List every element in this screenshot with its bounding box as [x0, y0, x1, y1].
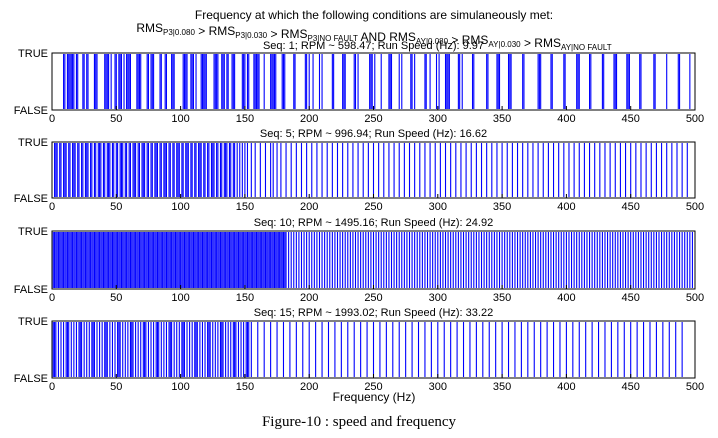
x-tick-label: 0 [49, 201, 55, 213]
x-tick-label: 300 [429, 201, 447, 213]
x-tick-label: 200 [300, 292, 318, 304]
x-tick-label: 200 [300, 113, 318, 125]
title-term-3: AND RMS [358, 30, 416, 44]
subplot-1: Seq: 1; RPM ~ 598.47; Run Speed (Hz): 9.… [14, 40, 704, 125]
x-tick-label: 0 [49, 113, 55, 125]
title-term-0: RMS [136, 21, 163, 35]
title-term-2: > RMS [267, 27, 307, 41]
y-tick-false: FALSE [14, 373, 48, 385]
x-tick-label: 350 [493, 113, 511, 125]
x-tick-label: 450 [622, 113, 640, 125]
x-tick-label: 250 [364, 113, 382, 125]
x-tick-label: 250 [364, 201, 382, 213]
y-tick-false: FALSE [14, 284, 48, 296]
subplot-4: Seq: 15; RPM ~ 1993.02; Run Speed (Hz): … [14, 307, 704, 393]
title-subscript-3: AY|0.080 [416, 37, 449, 46]
x-tick-label: 450 [622, 201, 640, 213]
x-tick-label: 200 [300, 201, 318, 213]
subplot-stack: Seq: 1; RPM ~ 598.47; Run Speed (Hz): 9.… [14, 40, 704, 393]
x-tick-label: 100 [171, 381, 189, 393]
subplot-title: Seq: 1; RPM ~ 598.47; Run Speed (Hz): 9.… [263, 40, 484, 52]
title-subscript-5: AY|NO FAULT [561, 43, 612, 52]
x-tick-label: 500 [686, 201, 704, 213]
x-tick-label: 450 [622, 381, 640, 393]
title-term-5: > RMS [521, 36, 561, 50]
x-tick-label: 500 [686, 113, 704, 125]
x-tick-label: 250 [364, 292, 382, 304]
x-tick-label: 500 [686, 381, 704, 393]
x-tick-label: 50 [110, 292, 122, 304]
x-tick-label: 0 [49, 381, 55, 393]
subplot-2: Seq: 5; RPM ~ 996.94; Run Speed (Hz): 16… [14, 128, 704, 213]
title-subscript-4: AY|0.030 [488, 40, 521, 49]
x-tick-label: 150 [236, 381, 254, 393]
subplot-title: Seq: 5; RPM ~ 996.94; Run Speed (Hz): 16… [260, 128, 487, 140]
y-tick-true: TRUE [18, 226, 48, 238]
subplot-title: Seq: 10; RPM ~ 1495.16; Run Speed (Hz): … [254, 217, 493, 229]
x-tick-label: 50 [110, 113, 122, 125]
x-tick-label: 400 [557, 381, 575, 393]
x-tick-label: 350 [493, 381, 511, 393]
x-tick-label: 150 [236, 201, 254, 213]
x-tick-label: 100 [171, 113, 189, 125]
x-tick-label: 450 [622, 292, 640, 304]
y-tick-false: FALSE [14, 105, 48, 117]
x-tick-label: 500 [686, 292, 704, 304]
x-tick-label: 300 [429, 292, 447, 304]
x-tick-label: 150 [236, 113, 254, 125]
x-tick-label: 100 [171, 201, 189, 213]
y-tick-false: FALSE [14, 193, 48, 205]
title-subscript-0: P3|0.080 [163, 28, 195, 37]
title-subscript-2: P3|NO FAULT [307, 34, 358, 43]
title-term-1: > RMS [195, 24, 235, 38]
subplot-title: Seq: 15; RPM ~ 1993.02; Run Speed (Hz): … [254, 307, 493, 319]
x-tick-label: 400 [557, 113, 575, 125]
x-tick-label: 350 [493, 201, 511, 213]
title-subscript-1: P3|0.030 [235, 31, 267, 40]
x-tick-label: 50 [110, 381, 122, 393]
x-tick-label: 100 [171, 292, 189, 304]
subplot-3: Seq: 10; RPM ~ 1495.16; Run Speed (Hz): … [14, 217, 704, 304]
y-tick-true: TRUE [18, 48, 48, 60]
figure-caption: Figure-10 : speed and frequency [261, 414, 457, 430]
x-tick-label: 300 [429, 381, 447, 393]
title-term-4: > RMS [448, 33, 488, 47]
x-axis-label: Frequency (Hz) [333, 390, 416, 404]
x-tick-label: 150 [236, 292, 254, 304]
figure-title-line1: Frequency at which the following conditi… [195, 8, 553, 22]
x-tick-label: 400 [557, 201, 575, 213]
x-tick-label: 0 [49, 292, 55, 304]
x-tick-label: 350 [493, 292, 511, 304]
y-tick-true: TRUE [18, 316, 48, 328]
figure-title-line2: RMSP3|0.080 > RMSP3|0.030 > RMSP3|NO FAU… [136, 21, 611, 52]
x-tick-label: 300 [429, 113, 447, 125]
x-tick-label: 200 [300, 381, 318, 393]
y-tick-true: TRUE [18, 137, 48, 149]
x-tick-label: 250 [364, 381, 382, 393]
plot-frame [51, 52, 696, 111]
x-tick-label: 50 [110, 201, 122, 213]
x-tick-label: 400 [557, 292, 575, 304]
